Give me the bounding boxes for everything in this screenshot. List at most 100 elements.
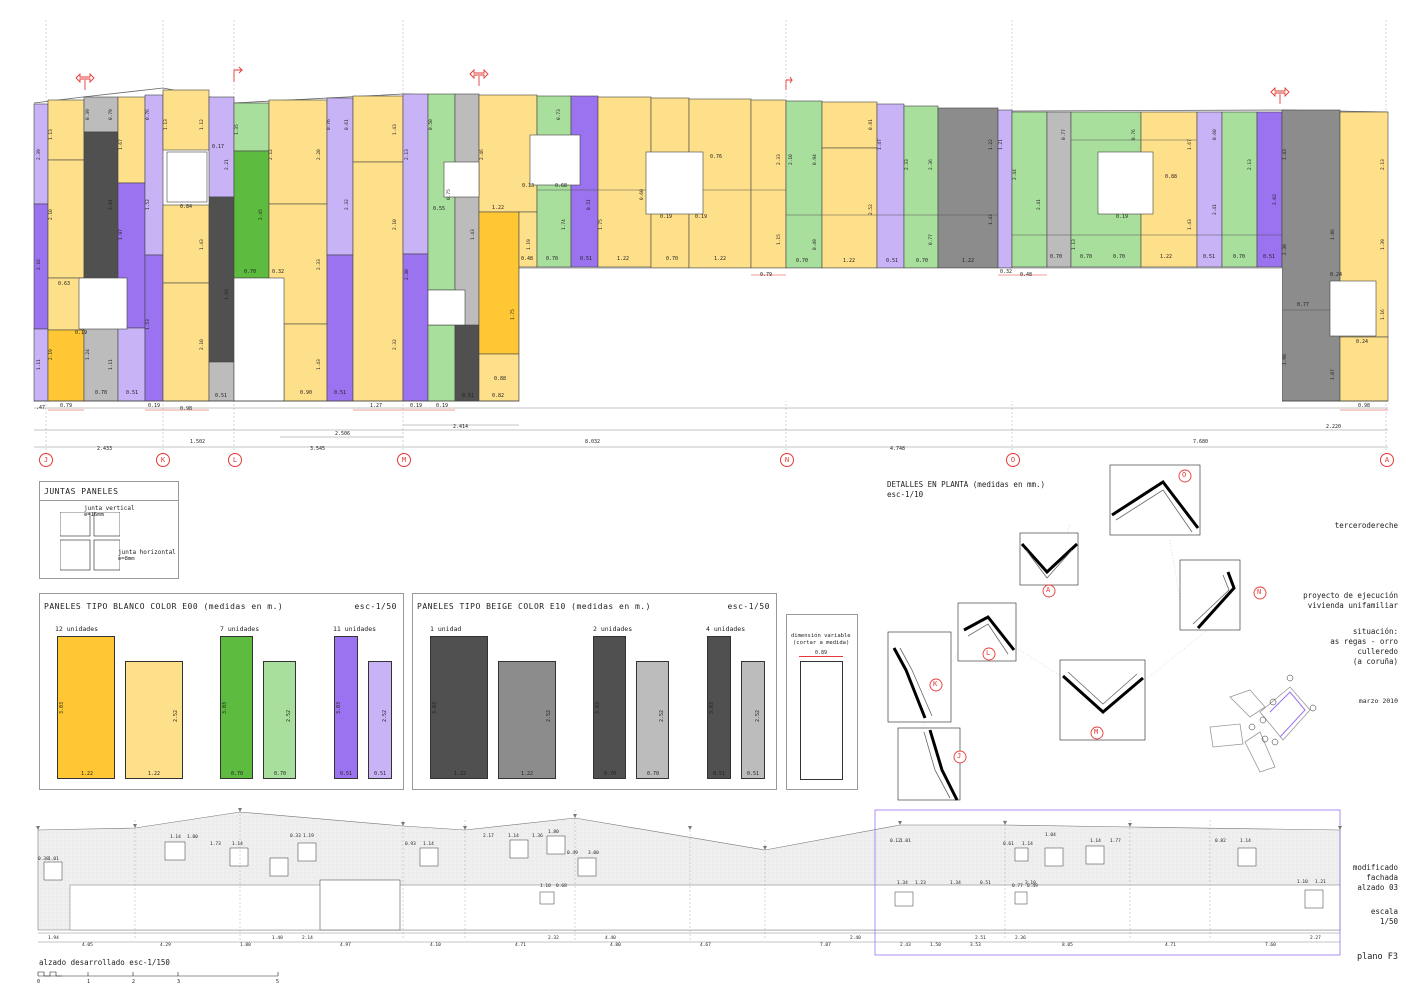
svg-text:7.60: 7.60 <box>1265 942 1276 948</box>
svg-text:0.51: 0.51 <box>980 880 991 886</box>
situation-label: situación: <box>1352 627 1398 636</box>
svg-text:1.22: 1.22 <box>1160 254 1172 260</box>
sheet-line3: alzado 03 <box>1357 883 1398 892</box>
svg-text:4.29: 4.29 <box>160 942 171 948</box>
svg-text:0.75: 0.75 <box>446 189 452 200</box>
joint-detail <box>60 512 120 571</box>
svg-text:0.51: 0.51 <box>215 393 227 399</box>
plan-details-scale: esc-1/10 <box>887 490 924 499</box>
svg-text:0.48: 0.48 <box>521 256 533 262</box>
dim-label: 2.433 <box>97 446 113 452</box>
panel-height: 3.03 <box>432 701 438 714</box>
situation-line1: as regas - orro <box>1330 637 1398 646</box>
svg-text:0.48: 0.48 <box>1020 272 1032 278</box>
joints-box: JUNTAS PANELES junta vertical e=16mm jun… <box>39 481 179 579</box>
svg-text:4.97: 4.97 <box>340 942 351 948</box>
svg-text:1.43: 1.43 <box>316 359 322 370</box>
svg-text:1.94: 1.94 <box>48 935 59 941</box>
svg-text:0.50: 0.50 <box>428 119 434 130</box>
svg-text:1.43: 1.43 <box>988 214 994 225</box>
panel-cut <box>498 661 556 779</box>
panel-cut <box>125 661 183 779</box>
plan-bubble-n: N <box>1257 588 1262 596</box>
panel-width: 0.51 <box>713 771 726 777</box>
svg-text:2.41: 2.41 <box>1036 199 1042 210</box>
svg-text:1.14: 1.14 <box>423 841 434 847</box>
svg-text:0.19: 0.19 <box>695 214 707 220</box>
svg-text:0.68: 0.68 <box>555 183 567 189</box>
svg-text:0.98: 0.98 <box>180 406 192 412</box>
svg-text:0.90: 0.90 <box>300 390 312 396</box>
panel-full <box>707 636 731 779</box>
svg-text:2.36: 2.36 <box>928 159 934 170</box>
plane-block: plano F3 <box>1357 952 1398 962</box>
scale-block: escala 1/50 <box>1371 907 1398 927</box>
svg-text:1.73: 1.73 <box>210 841 221 847</box>
svg-text:2.32: 2.32 <box>392 339 398 350</box>
svg-text:2.13: 2.13 <box>1380 159 1386 170</box>
svg-text:1.04: 1.04 <box>1045 832 1056 838</box>
dim-label: 3.545 <box>310 446 326 452</box>
svg-text:0.51: 0.51 <box>462 393 474 399</box>
svg-text:0.94: 0.94 <box>812 154 818 165</box>
svg-text:1.21: 1.21 <box>1315 879 1326 885</box>
svg-text:0.51: 0.51 <box>1263 254 1275 260</box>
svg-text:0.51: 0.51 <box>126 390 138 396</box>
panel-cut <box>263 661 296 779</box>
plan-bubble-j: J <box>957 752 962 760</box>
svg-text:2.33: 2.33 <box>904 159 910 170</box>
svg-text:2.46: 2.46 <box>479 149 485 160</box>
panel-full <box>57 636 115 779</box>
variable-sublabel: (cortar a medida) <box>793 640 850 646</box>
svg-text:2.32: 2.32 <box>344 199 350 210</box>
svg-text:0.79: 0.79 <box>108 109 114 120</box>
axis-bubble-o: O <box>1006 453 1020 467</box>
svg-text:1.43: 1.43 <box>470 229 476 240</box>
svg-text:0.19: 0.19 <box>436 403 448 409</box>
svg-text:2.10: 2.10 <box>48 209 54 220</box>
svg-text:0.19: 0.19 <box>1116 214 1128 220</box>
svg-text:0.77: 0.77 <box>1297 302 1309 308</box>
svg-text:0.77: 0.77 <box>1012 883 1023 889</box>
scale-tick: 1 <box>87 979 91 985</box>
svg-text:0.70: 0.70 <box>546 256 558 262</box>
svg-text:0.76: 0.76 <box>145 109 151 120</box>
svg-text:1.52: 1.52 <box>145 199 151 210</box>
svg-text:1.01: 1.01 <box>900 838 911 844</box>
svg-text:2.40: 2.40 <box>850 935 861 941</box>
svg-text:0.19: 0.19 <box>410 403 422 409</box>
units-label: 7 unidades <box>220 625 260 633</box>
svg-text:4.10: 4.10 <box>430 942 441 948</box>
svg-text:0.70: 0.70 <box>1113 254 1125 260</box>
svg-text:1.07: 1.07 <box>1330 369 1336 380</box>
svg-text:2.20: 2.20 <box>316 149 322 160</box>
svg-text:2.14: 2.14 <box>302 935 313 941</box>
svg-text:2.33: 2.33 <box>316 259 322 270</box>
plan-bubble-l: L <box>986 649 991 657</box>
axis-bubble-n: N <box>780 453 794 467</box>
axis-bubble-m: M <box>397 453 411 467</box>
joints-title: JUNTAS PANELES <box>44 487 119 496</box>
svg-text:1.43: 1.43 <box>199 239 205 250</box>
svg-text:4.80: 4.80 <box>610 942 621 948</box>
svg-text:0.70: 0.70 <box>1080 254 1092 260</box>
sheet-line1: modificado <box>1352 863 1398 872</box>
svg-text:.47: .47 <box>36 405 45 411</box>
joint-vertical-size: e=16mm <box>84 512 104 518</box>
svg-text:1.10: 1.10 <box>540 883 551 889</box>
svg-text:2.36: 2.36 <box>1015 935 1026 941</box>
svg-text:1.39: 1.39 <box>1380 239 1386 250</box>
svg-text:1.22: 1.22 <box>962 258 974 264</box>
joint-horizontal-size: e=8mm <box>118 556 135 562</box>
svg-text:2.32: 2.32 <box>548 935 559 941</box>
svg-text:0.70: 0.70 <box>95 390 107 396</box>
units-label: 1 unidad <box>430 625 462 633</box>
white-panels-title: PANELES TIPO BLANCO COLOR E00 (medidas e… <box>44 602 284 611</box>
svg-text:0.81: 0.81 <box>868 119 874 130</box>
svg-text:1.80: 1.80 <box>240 942 251 948</box>
svg-text:0.19: 0.19 <box>148 403 160 409</box>
svg-text:1.12: 1.12 <box>199 119 205 130</box>
dim-label: 4.748 <box>890 446 906 452</box>
units-label: 4 unidades <box>706 625 746 633</box>
scale-tick: 5 <box>276 979 280 985</box>
